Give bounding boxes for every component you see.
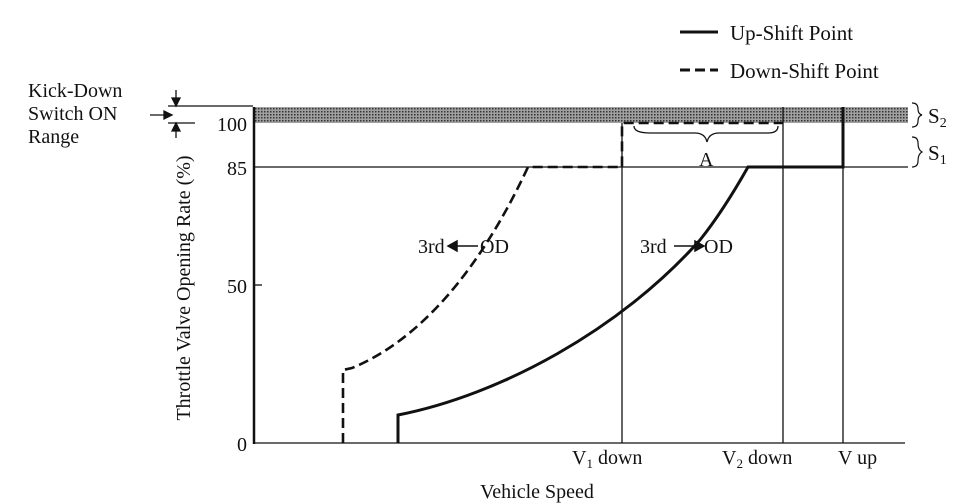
label-s2: S2 — [928, 104, 947, 131]
kickdown-line3: Range — [28, 126, 79, 148]
legend-up-shift: Up-Shift Point — [730, 21, 853, 45]
xtick-v1-down: V1 down — [572, 447, 642, 471]
kickdown-band — [253, 107, 908, 123]
kickdown-line1: Kick-Down — [28, 80, 122, 102]
up-label-od: OD — [704, 236, 733, 258]
ytick-100: 100 — [217, 114, 247, 136]
up-shift-curve — [396, 107, 845, 443]
brace-s2 — [911, 102, 923, 128]
down-label-od: OD — [480, 236, 509, 258]
ytick-50: 50 — [227, 276, 247, 298]
legend-down-shift: Down-Shift Point — [730, 59, 879, 83]
ytick-85: 85 — [227, 158, 247, 180]
xtick-vup: V up — [838, 447, 877, 469]
x-axis-label: Vehicle Speed — [480, 481, 594, 503]
arrow-left-icon — [446, 239, 478, 253]
kickdown-arrows — [150, 90, 253, 138]
brace-a — [633, 125, 779, 143]
kickdown-line2: Switch ON — [28, 103, 117, 125]
arrow-right-icon — [674, 239, 706, 253]
down-label-3rd: 3rd — [418, 236, 445, 258]
ytick-0: 0 — [237, 434, 247, 456]
label-s1: S1 — [928, 141, 947, 168]
down-shift-curve — [341, 121, 783, 443]
y-axis-label: Throttle Valve Opening Rate (%) — [173, 155, 195, 420]
label-a: A — [699, 149, 714, 171]
xtick-v2-down: V2 down — [722, 447, 792, 471]
up-label-3rd: 3rd — [640, 236, 667, 258]
brace-s1 — [911, 136, 924, 168]
